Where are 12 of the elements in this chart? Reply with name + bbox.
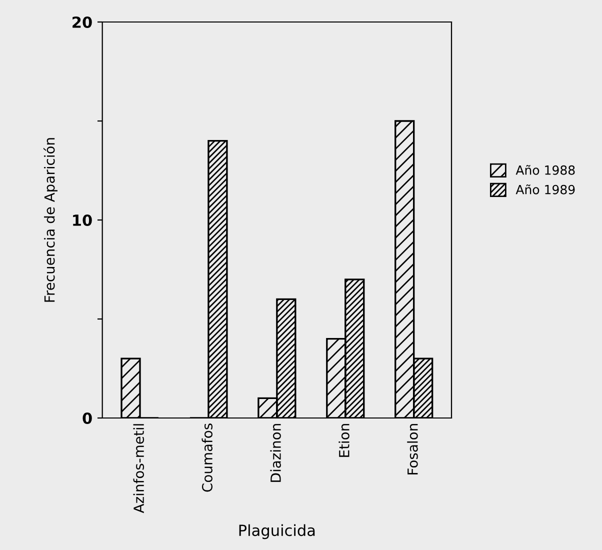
x-tick-label: Diazinon [270, 424, 281, 482]
x-tick-label: Azinfos-metil [133, 424, 144, 514]
x-tick-label: Coumafos [202, 424, 212, 492]
y-axis-title: Frecuencia de Aparición [43, 138, 58, 302]
x-tick-label: Fosalon [407, 424, 418, 474]
y-tick-label: 20 [72, 16, 92, 28]
y-tick-label: 0 [82, 412, 92, 424]
x-axis-title: Plaguicida [239, 524, 315, 540]
legend-label: Año 1989 [516, 184, 575, 194]
x-tick-label: Etion [338, 424, 350, 457]
y-tick-label: 10 [73, 214, 92, 226]
legend-label: Año 1988 [516, 164, 575, 175]
